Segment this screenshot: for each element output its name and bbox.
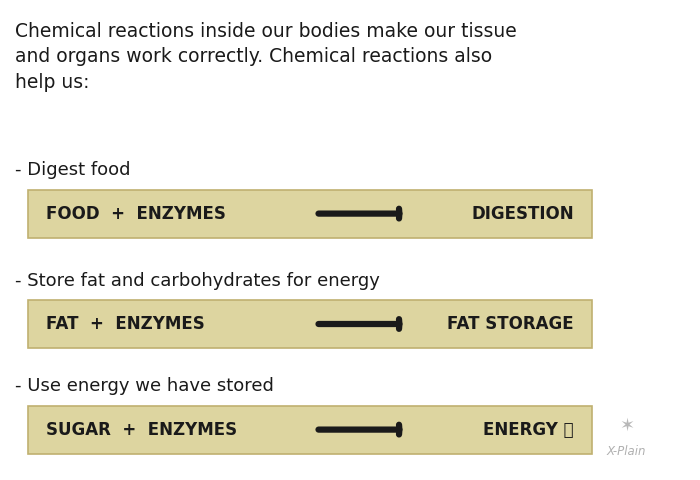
Text: FAT STORAGE: FAT STORAGE: [447, 315, 574, 333]
Text: DIGESTION: DIGESTION: [471, 204, 574, 223]
FancyBboxPatch shape: [28, 190, 592, 238]
Text: - Use energy we have stored: - Use energy we have stored: [15, 377, 274, 396]
Text: ✶: ✶: [619, 416, 634, 434]
FancyBboxPatch shape: [28, 300, 592, 348]
Text: FOOD  +  ENZYMES: FOOD + ENZYMES: [46, 204, 225, 223]
FancyBboxPatch shape: [28, 406, 592, 454]
Text: ENERGY 🔥: ENERGY 🔥: [484, 420, 574, 439]
Text: Chemical reactions inside our bodies make our tissue
and organs work correctly. : Chemical reactions inside our bodies mak…: [15, 22, 517, 92]
Text: SUGAR  +  ENZYMES: SUGAR + ENZYMES: [46, 420, 237, 439]
Text: - Digest food: - Digest food: [15, 161, 131, 180]
Text: FAT  +  ENZYMES: FAT + ENZYMES: [46, 315, 204, 333]
Text: - Store fat and carbohydrates for energy: - Store fat and carbohydrates for energy: [15, 272, 380, 290]
Text: X-Plain: X-Plain: [607, 445, 646, 458]
